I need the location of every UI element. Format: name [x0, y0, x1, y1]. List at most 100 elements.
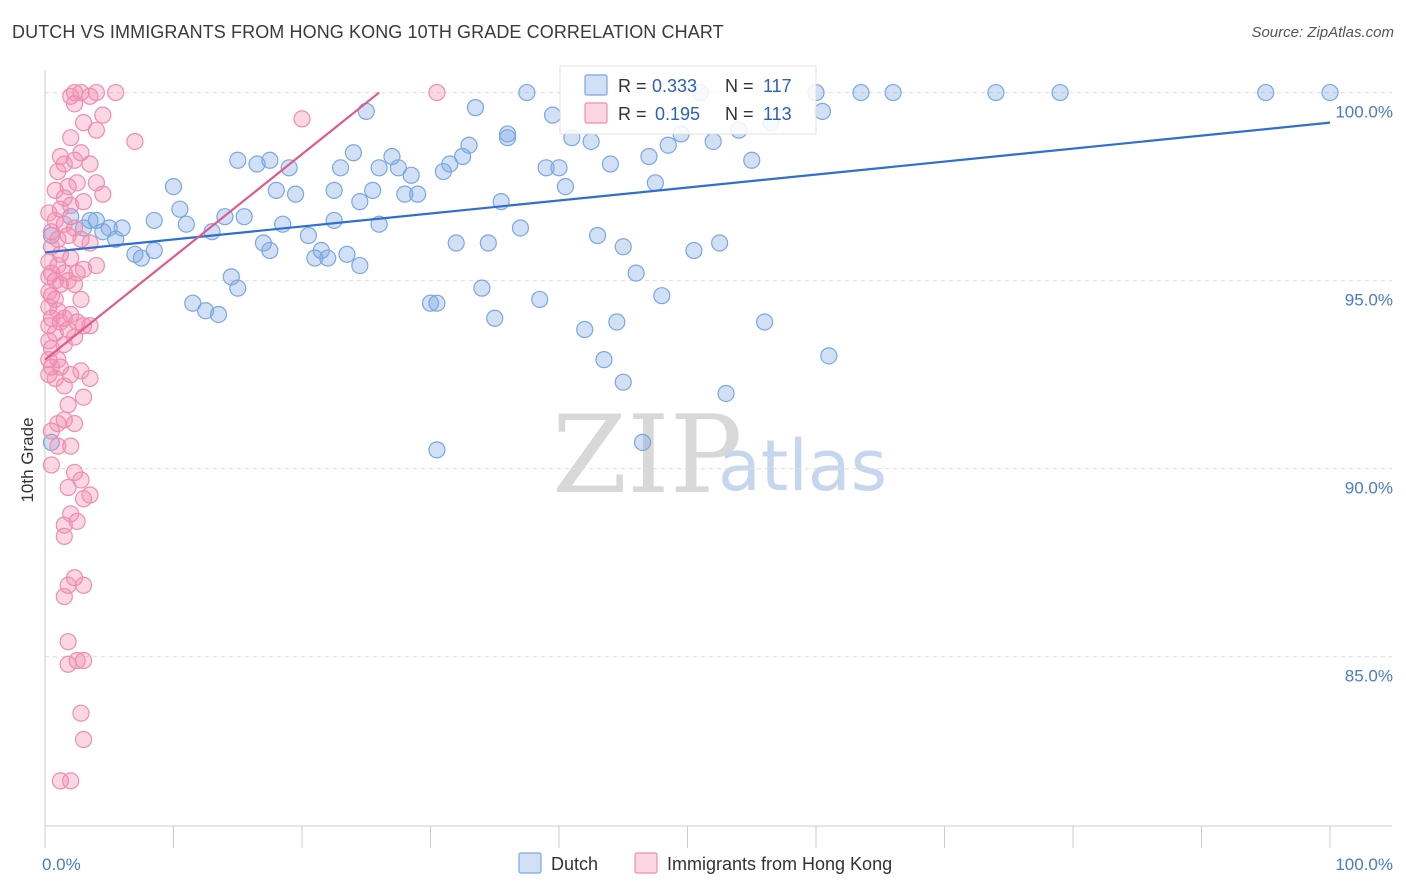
data-point [74, 651, 93, 670]
data-point [74, 317, 93, 335]
stats-r-label-dutch: R = [618, 76, 647, 96]
data-point [177, 215, 195, 233]
data-point [441, 155, 459, 173]
data-point [537, 159, 555, 177]
data-point [608, 313, 626, 331]
stats-r-label-hong-kong: R = [618, 104, 647, 124]
data-point [74, 114, 93, 132]
data-point [59, 396, 77, 414]
data-point [261, 151, 279, 169]
data-point [820, 347, 838, 365]
data-point [428, 83, 446, 102]
stats-n-label-dutch: N = [725, 76, 754, 96]
stats-swatch-hong-kong [584, 102, 608, 124]
data-point [107, 83, 125, 102]
y-tick-label: 100.0% [1335, 103, 1393, 122]
data-point [627, 264, 645, 282]
data-point [601, 155, 620, 173]
data-point [126, 132, 144, 151]
watermark-atlas: atlas [718, 425, 887, 507]
chart-source: Source: ZipAtlas.com [1251, 24, 1394, 41]
legend-swatch-hong-kong [634, 852, 658, 874]
data-point [717, 384, 735, 403]
data-point [479, 234, 497, 252]
data-point [428, 441, 446, 459]
data-point [344, 144, 362, 162]
data-point [145, 241, 163, 260]
data-point [499, 125, 517, 143]
data-point [704, 132, 722, 151]
data-point [72, 471, 90, 489]
data-point [81, 211, 99, 230]
series-legend: Dutch Immigrants from Hong Kong [518, 852, 892, 874]
data-point [68, 651, 86, 670]
data-point [402, 166, 420, 184]
data-point [46, 211, 64, 230]
data-point [184, 294, 202, 312]
data-point [576, 320, 594, 339]
data-point [94, 185, 112, 203]
data-point [396, 185, 414, 203]
legend-label-dutch: Dutch [551, 854, 598, 874]
data-point [409, 185, 427, 203]
data-point [81, 155, 99, 173]
data-point [74, 576, 93, 594]
data-point [987, 83, 1005, 102]
data-point [351, 193, 369, 211]
data-point [62, 249, 80, 267]
data-point [280, 159, 298, 177]
data-point [81, 369, 99, 388]
data-point [364, 181, 382, 199]
data-point [813, 102, 832, 120]
data-point [351, 256, 369, 275]
data-point [72, 230, 90, 248]
data-point [94, 106, 112, 124]
gridlines [45, 92, 1392, 658]
data-point [518, 83, 536, 102]
data-point [171, 200, 189, 218]
data-point [338, 245, 356, 263]
data-point [74, 260, 93, 278]
y-tick-label: 90.0% [1345, 479, 1393, 498]
data-point [164, 177, 183, 196]
y-axis-label: 10th Grade [18, 417, 37, 502]
data-point [1051, 83, 1069, 102]
stats-r-value-dutch: 0.333 [652, 76, 697, 96]
data-point [51, 772, 70, 790]
data-point [460, 136, 478, 154]
data-point [370, 159, 388, 177]
x-tick-label: 100.0% [1335, 855, 1393, 874]
data-point [473, 279, 491, 297]
data-point [588, 226, 607, 245]
data-point [74, 730, 93, 749]
trend-line-hong-kong [44, 91, 380, 361]
data-point [62, 437, 80, 455]
data-point [299, 226, 318, 245]
data-point [711, 234, 729, 252]
stats-n-label-hong-kong: N = [725, 104, 754, 124]
data-point [72, 704, 90, 722]
data-point [556, 177, 575, 196]
data-point [1257, 83, 1275, 102]
data-point [62, 129, 80, 147]
data-point [595, 351, 613, 369]
data-point [499, 129, 517, 147]
data-point [248, 155, 266, 173]
data-point [113, 219, 131, 237]
data-point [1321, 83, 1339, 102]
data-point [884, 83, 902, 102]
data-point [755, 313, 774, 331]
tick-labels: 100.0% 95.0% 90.0% 85.0% 0.0% 100.0% [42, 103, 1393, 874]
data-point [68, 174, 86, 192]
data-point [319, 249, 337, 267]
data-point [421, 294, 440, 312]
data-point [81, 486, 99, 504]
data-point [447, 234, 465, 252]
data-point [55, 155, 73, 173]
data-point [640, 147, 658, 166]
watermark: ZIP atlas [552, 393, 887, 518]
data-point [325, 181, 343, 199]
data-point [68, 512, 86, 530]
data-point [235, 208, 253, 226]
series-hong-kong-points [40, 83, 446, 790]
